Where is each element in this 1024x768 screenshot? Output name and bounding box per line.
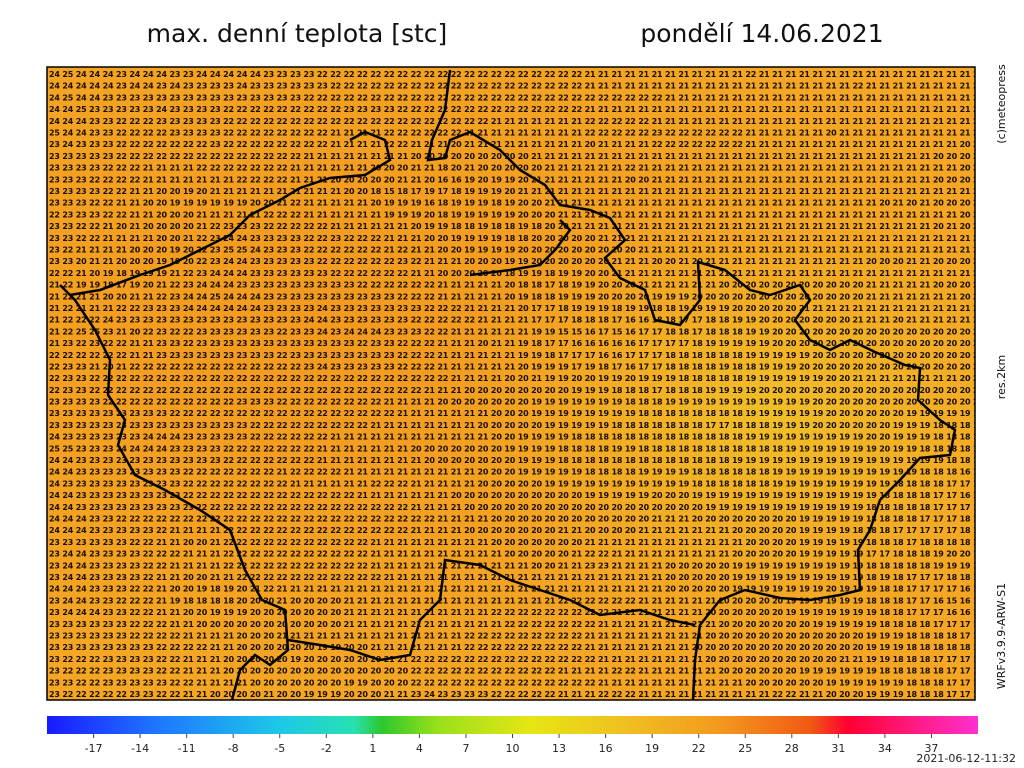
value-row: 23 23 23 23 23 23 23 23 23 22 22 22 22 2… [49, 409, 984, 418]
value-row: 22 23 23 21 20 21 22 22 22 22 22 22 22 2… [49, 362, 984, 371]
value-row: 23 23 23 22 22 21 21 20 20 19 19 19 19 1… [49, 199, 984, 208]
colorbar-tick-label: -8 [228, 742, 239, 755]
border-line [426, 69, 957, 700]
value-row: 23 23 23 23 23 23 23 23 23 23 23 23 23 2… [49, 421, 984, 430]
colorbar-ticks: -17 -14 -11 -8 -5 -2 1 4 7 10 13 16 19 22 25 28 31 34 37 [85, 734, 938, 755]
value-row: 24 24 24 23 23 23 22 22 21 20 20 19 18 1… [49, 585, 984, 594]
copyright: (c)meteopress [995, 64, 1008, 144]
value-row: 24 25 24 24 23 23 23 23 23 23 23 23 23 2… [49, 93, 984, 102]
value-row: 21 23 22 23 22 22 21 21 23 23 22 23 23 2… [49, 339, 984, 348]
colorbar-tick-label: -17 [85, 742, 103, 755]
map: 24 25 24 24 24 23 24 24 24 23 23 24 24 2… [47, 67, 984, 700]
value-row: 23 22 22 22 23 23 23 23 22 22 21 21 21 2… [49, 655, 984, 664]
value-row: 22 23 23 23 22 22 21 21 20 20 20 21 21 2… [49, 210, 984, 219]
value-row: 21 22 25 25 23 21 20 22 23 22 22 23 23 2… [49, 327, 984, 336]
map-date: pondělí 14.06.2021 [640, 19, 883, 48]
value-row: 23 22 21 21 21 21 20 20 20 19 20 22 23 2… [49, 245, 984, 254]
value-row: 24 23 23 23 23 23 23 23 23 23 22 22 22 2… [49, 479, 984, 488]
value-row: 24 24 23 23 23 23 23 23 23 23 22 22 22 2… [49, 468, 984, 477]
model-name: WRFv3.9.9-ARW-S1 [995, 583, 1008, 689]
value-row: 22 22 22 22 22 22 21 21 23 23 23 23 23 2… [49, 351, 984, 360]
value-row: 23 23 23 23 23 22 22 22 22 22 22 22 22 2… [49, 152, 984, 161]
value-row: 23 23 22 22 21 21 21 21 20 20 21 22 23 2… [49, 234, 984, 243]
colorbar-tick-label: 4 [416, 742, 423, 755]
colorbar-tick-label: 28 [785, 742, 799, 755]
colorbar-tick-label: 37 [924, 742, 938, 755]
map-shading [47, 67, 975, 700]
map-frame [46, 66, 976, 701]
colorbar-tick-label: 13 [552, 742, 566, 755]
value-row: 24 23 23 23 23 23 23 24 24 24 23 23 23 2… [49, 433, 984, 442]
value-row: 23 24 24 23 23 22 22 22 21 19 18 18 18 1… [49, 596, 984, 605]
value-row: 23 23 23 23 23 23 23 23 22 22 22 22 21 2… [49, 643, 984, 652]
resolution: res.2km [995, 355, 1008, 399]
colorbar-tick-label: 34 [878, 742, 892, 755]
border-line [59, 284, 290, 700]
colorbar-tick-label: 10 [506, 742, 520, 755]
value-row: 24 24 25 23 23 23 23 23 24 23 23 23 23 2… [49, 105, 984, 114]
colorbar-tick-label: 22 [692, 742, 706, 755]
value-row: 24 24 24 24 24 23 24 24 23 24 23 23 23 2… [49, 82, 984, 91]
value-row: 23 24 24 24 23 23 22 22 21 21 20 20 19 1… [49, 608, 984, 617]
value-row: 23 24 23 23 23 22 22 22 22 22 22 22 23 2… [49, 140, 984, 149]
value-row: 23 23 23 22 22 22 22 21 21 21 21 21 21 2… [49, 175, 984, 184]
border-line [69, 130, 392, 297]
colorbar-tick-label: 7 [462, 742, 469, 755]
value-row: 24 24 23 23 23 23 23 23 23 23 22 22 22 2… [49, 491, 984, 500]
value-row: 22 23 23 22 22 22 22 22 22 22 22 22 22 2… [49, 386, 984, 395]
value-row: 23 23 23 23 23 23 22 22 22 22 21 21 21 2… [49, 632, 984, 641]
value-row: 22 22 21 20 19 18 19 19 19 21 22 23 24 2… [49, 269, 984, 278]
value-row: 24 24 24 23 23 22 22 22 22 22 22 22 22 2… [49, 515, 984, 524]
value-row: 23 24 24 23 23 23 23 22 21 21 20 20 21 2… [49, 573, 984, 582]
colorbar-tick-label: 31 [831, 742, 845, 755]
colorbar-tick-label: 16 [599, 742, 613, 755]
timestamp: 2021-06-12-11:32 [916, 752, 1016, 765]
value-row: 25 24 24 23 23 22 22 22 22 23 23 23 23 2… [49, 128, 984, 137]
value-row: 24 24 23 23 23 23 23 23 23 23 23 22 22 2… [49, 503, 984, 512]
value-row: 23 22 22 22 23 23 23 23 22 22 21 21 21 2… [49, 667, 984, 676]
value-row: 22 23 23 22 22 22 22 22 22 22 22 22 22 2… [49, 374, 984, 383]
value-row: 23 23 23 23 22 22 21 21 20 20 19 20 21 2… [49, 187, 984, 196]
colorbar-tick-label: -11 [178, 742, 196, 755]
border-line [469, 219, 572, 277]
value-row: 21 22 22 22 24 23 23 23 23 23 23 23 23 2… [49, 316, 984, 325]
value-row: 24 24 24 23 23 22 22 22 23 23 23 23 23 2… [49, 117, 984, 126]
value-row: 23 22 22 22 22 22 23 23 22 22 21 21 20 2… [49, 690, 984, 699]
value-row: 21 22 21 21 20 20 21 21 22 23 24 24 25 2… [49, 292, 984, 301]
value-row: 23 23 22 22 21 20 21 20 20 20 20 21 22 2… [49, 222, 984, 231]
value-row: 23 23 22 22 23 23 23 23 23 22 22 21 21 2… [49, 678, 984, 687]
value-row: 24 25 24 24 24 23 24 24 24 23 23 24 24 2… [49, 70, 984, 79]
value-row: 24 24 24 23 23 23 23 23 22 21 21 21 21 2… [49, 526, 984, 535]
value-row: 24 24 23 23 23 23 23 23 23 23 23 23 23 2… [49, 456, 984, 465]
value-row: 23 24 24 23 23 23 23 22 22 21 21 21 21 2… [49, 561, 984, 570]
value-row: 23 23 23 23 22 22 22 22 22 22 22 22 22 2… [49, 398, 984, 407]
value-row: 23 23 20 21 21 20 20 20 19 19 20 22 23 2… [49, 257, 984, 266]
colorbar [47, 716, 978, 734]
colorbar-tick-label: 25 [738, 742, 752, 755]
colorbar-tick-label: -2 [321, 742, 332, 755]
value-row: 25 25 23 23 23 24 24 24 24 23 23 23 23 2… [49, 444, 984, 453]
value-row: 23 23 23 23 22 22 22 21 21 21 21 22 22 2… [49, 164, 984, 173]
map-title: max. denní teplota [stc] [147, 19, 448, 48]
value-row: 23 23 23 23 23 23 22 22 22 21 21 20 20 2… [49, 620, 984, 629]
colorbar-tick-label: 19 [645, 742, 659, 755]
border-line [287, 558, 696, 662]
value-row: 23 23 23 23 23 23 22 22 21 21 20 20 21 2… [49, 538, 984, 547]
value-row: 21 22 19 19 18 17 19 20 21 22 23 24 24 2… [49, 281, 984, 290]
colorbar-tick-label: 1 [369, 742, 376, 755]
value-row: 23 24 24 23 23 23 23 22 22 22 21 21 21 2… [49, 550, 984, 559]
value-grid: 24 25 24 24 24 23 24 24 24 23 23 24 24 2… [49, 70, 984, 699]
colorbar-tick-label: -5 [274, 742, 285, 755]
colorbar-tick-label: -14 [131, 742, 149, 755]
value-row: 21 22 21 21 21 22 22 23 23 23 24 24 24 2… [49, 304, 984, 313]
